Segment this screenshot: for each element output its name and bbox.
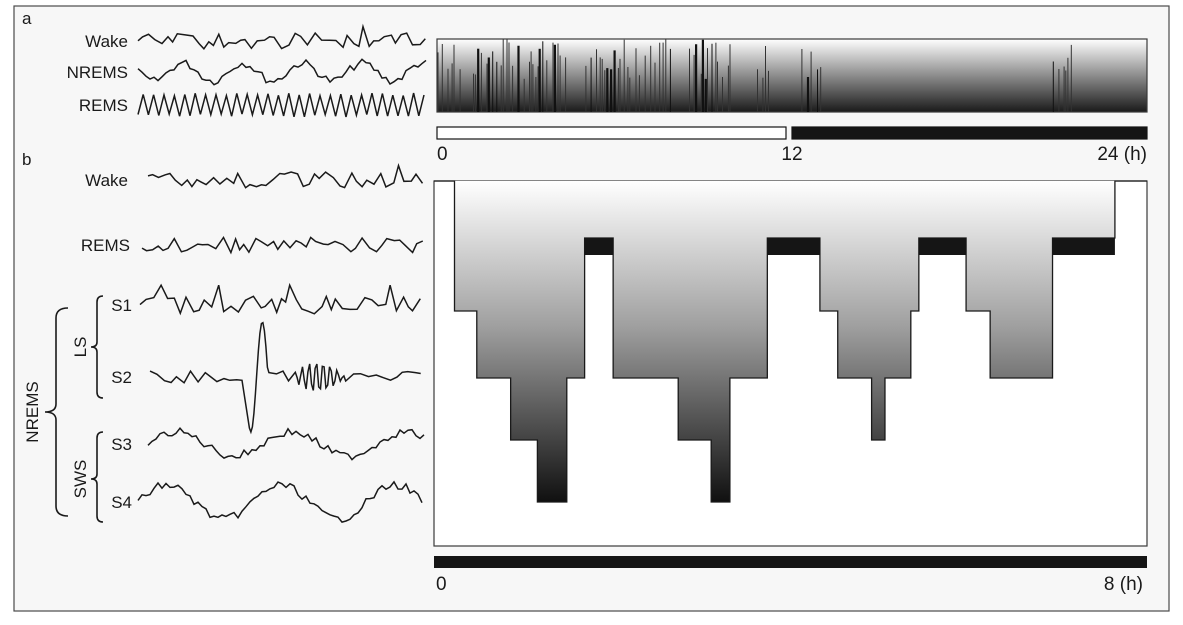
panel-a-traces — [137, 23, 427, 119]
night-bar — [434, 556, 1147, 568]
trace-label-wake: Wake — [85, 32, 128, 51]
trace-s3 — [147, 427, 425, 461]
axis-a-tick: 24 (h) — [1097, 144, 1147, 165]
hypnogram-area — [434, 181, 1147, 502]
trace-label-nrems: NREMS — [67, 63, 128, 82]
group-label-ls: LS — [71, 337, 90, 358]
panel-b-axis-ticks: 0 8 (h) — [436, 574, 1143, 595]
bracket-nrems — [44, 307, 69, 517]
trace-s1 — [139, 282, 421, 316]
trace-label-rems: REMS — [79, 96, 128, 115]
trace-label-wake: Wake — [85, 171, 128, 190]
trace-s4 — [137, 480, 423, 523]
trace-s2 — [149, 321, 421, 435]
hypnogram — [434, 180, 1147, 503]
bracket-ls — [90, 295, 104, 399]
trace-wake — [137, 23, 426, 50]
panel-b-letter: b — [22, 150, 31, 169]
group-label-nrems: NREMS — [23, 381, 42, 442]
trace-label-s3: S3 — [111, 435, 132, 454]
panel-a-axis-ticks: 0 12 24 (h) — [437, 144, 1147, 165]
light-dark-bar — [436, 126, 1148, 140]
axis-b-tick: 8 (h) — [1104, 574, 1143, 595]
axis-a-tick: 0 — [437, 144, 448, 165]
trace-label-s4: S4 — [111, 493, 132, 512]
axis-a-tick: 12 — [781, 144, 802, 165]
activity-bursts — [437, 39, 1072, 112]
trace-nrems — [137, 58, 427, 86]
phase-dark — [791, 126, 1148, 140]
rem-block — [918, 238, 967, 255]
rem-block — [767, 238, 820, 255]
panel-a-letter: a — [22, 9, 32, 28]
group-label-sws: SWS — [71, 460, 90, 499]
bracket-sws — [90, 431, 104, 523]
panel-b-traces — [137, 163, 425, 523]
trace-rems — [141, 236, 424, 255]
trace-rems — [137, 91, 425, 119]
axis-b-tick: 0 — [436, 574, 447, 595]
stage-brackets — [44, 295, 104, 523]
trace-label-s1: S1 — [111, 296, 132, 315]
phase-light — [436, 126, 787, 140]
rem-block — [584, 238, 614, 255]
actogram-box — [436, 38, 1148, 113]
panel-b-trace-labels: Wake REMS S1 S2 S3 S4 — [81, 171, 132, 512]
trace-wake — [147, 163, 424, 189]
rem-block — [1052, 238, 1115, 255]
trace-label-s2: S2 — [111, 368, 132, 387]
trace-label-rems: REMS — [81, 236, 130, 255]
hypnogram-outline — [434, 180, 1147, 503]
panel-a-trace-labels: Wake NREMS REMS — [67, 32, 128, 115]
